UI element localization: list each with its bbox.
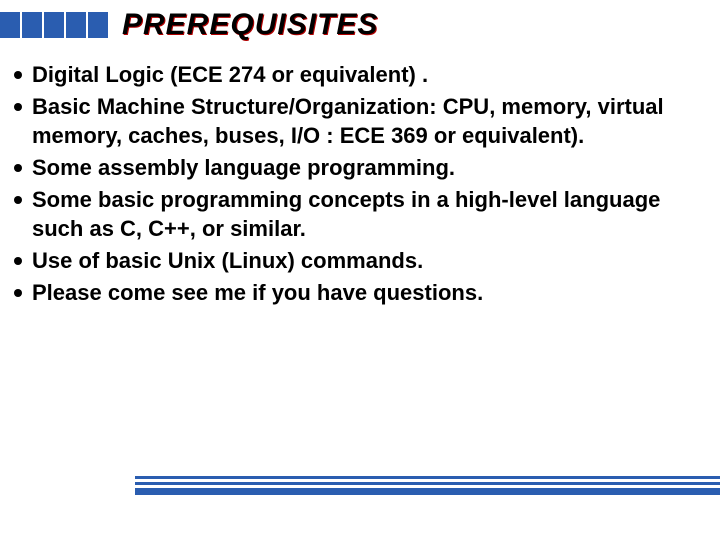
bullet-text: Some assembly language programming.: [32, 153, 700, 183]
bullet-icon: [14, 103, 22, 111]
bullet-list: Digital Logic (ECE 274 or equivalent) . …: [10, 60, 700, 310]
accent-block: [66, 12, 86, 38]
bullet-text: Basic Machine Structure/Organization: CP…: [32, 92, 700, 151]
bullet-text: Use of basic Unix (Linux) commands.: [32, 246, 700, 276]
list-item: Some basic programming concepts in a hig…: [10, 185, 700, 244]
bullet-icon: [14, 289, 22, 297]
accent-line: [135, 482, 720, 485]
accent-block: [88, 12, 108, 38]
list-item: Digital Logic (ECE 274 or equivalent) .: [10, 60, 700, 90]
bullet-text: Digital Logic (ECE 274 or equivalent) .: [32, 60, 700, 90]
accent-block: [0, 12, 20, 38]
bullet-icon: [14, 196, 22, 204]
accent-line-thick: [135, 488, 720, 495]
bullet-icon: [14, 164, 22, 172]
top-accent-blocks: [0, 12, 108, 38]
bullet-text: Please come see me if you have questions…: [32, 278, 700, 308]
bottom-accent-lines: [135, 476, 720, 498]
bullet-text: Some basic programming concepts in a hig…: [32, 185, 700, 244]
bullet-icon: [14, 71, 22, 79]
list-item: Basic Machine Structure/Organization: CP…: [10, 92, 700, 151]
list-item: Please come see me if you have questions…: [10, 278, 700, 308]
slide-title: PREREQUISITES: [122, 8, 378, 42]
list-item: Some assembly language programming.: [10, 153, 700, 183]
accent-line: [135, 476, 720, 479]
bullet-icon: [14, 257, 22, 265]
list-item: Use of basic Unix (Linux) commands.: [10, 246, 700, 276]
accent-block: [44, 12, 64, 38]
accent-block: [22, 12, 42, 38]
